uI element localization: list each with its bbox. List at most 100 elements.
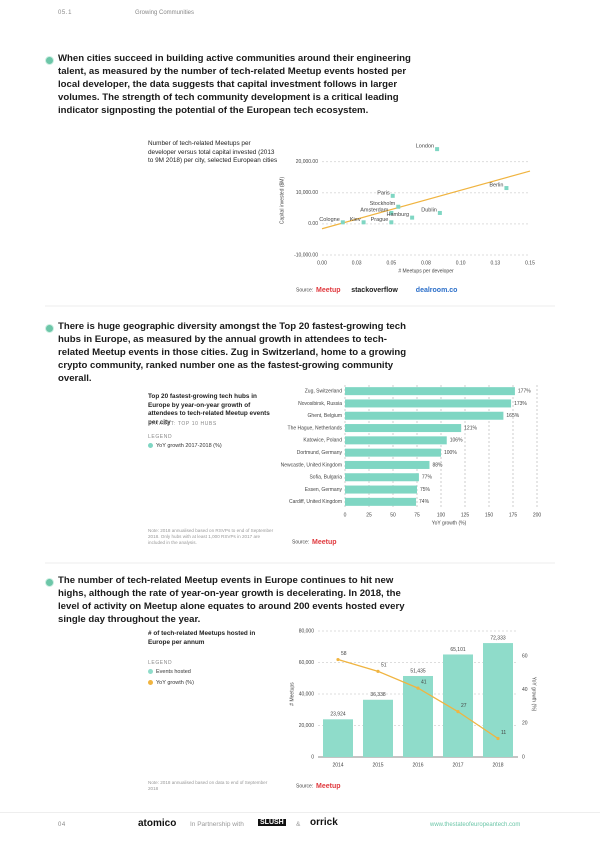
value-label: 65,101	[450, 647, 466, 653]
bar	[345, 460, 430, 469]
source-logo: Meetup	[316, 783, 341, 790]
partner-text: In Partnership with	[190, 821, 244, 828]
bullet	[45, 578, 54, 587]
dataset-label: DATASET: TOP 10 HUBS	[148, 421, 217, 427]
x-tick-label: 2018	[492, 762, 503, 768]
legend-label: YoY growth (%)	[156, 680, 194, 686]
y-tick-label: 10,000.00	[296, 190, 318, 196]
line-point	[456, 710, 460, 714]
line-value-label: 51	[381, 663, 387, 669]
point	[435, 147, 440, 152]
bar	[345, 436, 447, 445]
legend-label: YoY growth 2017-2018 (%)	[156, 443, 222, 449]
y-tick-label: 0.00	[308, 221, 318, 227]
value-label: 121%	[464, 425, 477, 431]
value-label: 106%	[450, 438, 463, 444]
section-number: 05.1	[58, 10, 73, 16]
x-tick-label: 0.10	[456, 260, 466, 266]
bar	[345, 473, 419, 482]
footer-rule	[0, 812, 600, 813]
line-point	[336, 657, 340, 662]
partner-logo: SLUSH	[258, 819, 286, 826]
y2-axis-title: YoY growth (%)	[531, 677, 537, 712]
bar	[345, 399, 512, 408]
legend-title: LEGEND	[148, 660, 173, 666]
bar	[345, 497, 417, 506]
y2-tick-label: 0	[522, 754, 525, 760]
x-tick-label: 150	[485, 512, 494, 518]
x-tick-label: 100	[437, 512, 446, 518]
value-label: 72,333	[490, 635, 506, 641]
point-label: Stockholm	[370, 201, 396, 207]
legend-swatch	[148, 669, 153, 675]
point	[361, 220, 366, 225]
x-axis-title: # Meetups per developer	[398, 268, 454, 274]
line-value-label: 58	[341, 651, 347, 657]
point	[396, 204, 401, 209]
legend-label: Events hosted	[156, 669, 191, 675]
value-label: 177%	[518, 388, 531, 394]
x-tick-label: 0.00	[317, 260, 327, 266]
x-tick-label: 25	[366, 512, 372, 518]
y-tick-label: 60,000	[299, 660, 315, 666]
x-tick-label: 2015	[372, 762, 383, 768]
x-tick-label: 0.05	[386, 260, 396, 266]
point-label: Dublin	[421, 207, 437, 213]
line-point	[496, 736, 500, 741]
bullet	[45, 324, 54, 333]
section-title: Growing Communities	[135, 10, 195, 16]
y-tick-label: Cardiff, United Kingdom	[289, 499, 342, 505]
value-label: 165%	[506, 413, 519, 419]
point	[410, 215, 415, 220]
source-label: Source:	[296, 287, 313, 293]
x-tick-label: 125	[461, 512, 470, 518]
value-label: 36,338	[370, 692, 386, 698]
y-tick-label: 80,000	[299, 628, 315, 634]
x-tick-label: 50	[390, 512, 396, 518]
note: Note: 2018 annualised based on RSVPs to …	[148, 528, 274, 545]
bar	[345, 411, 504, 420]
legend-item: YoY growth (%)	[148, 680, 194, 686]
value-label: 77%	[422, 475, 433, 481]
x-tick-label: 0	[344, 512, 347, 518]
bar	[345, 424, 462, 433]
point-label: London	[416, 144, 434, 150]
legend-item: YoY growth 2017-2018 (%)	[148, 443, 222, 449]
x-tick-label: 2017	[452, 762, 463, 768]
x-tick-label: 0.15	[525, 260, 535, 266]
y2-tick-label: 40	[522, 687, 528, 693]
footer-url: www.thestateofeuropeantech.com	[430, 822, 521, 828]
line-value-label: 11	[501, 730, 506, 736]
y-tick-label: Dortmund, Germany	[297, 450, 343, 456]
point	[437, 210, 442, 215]
paragraph: When cities succeed in building active c…	[58, 53, 411, 116]
point	[340, 220, 345, 225]
y-tick-label: 20,000.00	[296, 159, 318, 165]
note: Note: 2018 annualised based on data to e…	[148, 780, 268, 791]
point-label: Hamburg	[387, 212, 410, 218]
bar	[323, 719, 353, 757]
trend-line	[321, 170, 531, 230]
line-point	[416, 686, 420, 690]
y-tick-label: Newcastle, United Kingdom	[281, 462, 342, 468]
point-label: Kiev	[350, 217, 361, 223]
value-label: 88%	[432, 462, 443, 468]
point-label: Prague	[371, 217, 389, 223]
x-tick-label: 200	[533, 512, 542, 518]
x-tick-label: 0.13	[490, 260, 500, 266]
source-label: Source:	[296, 783, 313, 789]
legend-title: LEGEND	[148, 434, 173, 440]
point	[504, 186, 509, 191]
x-tick-label: 175	[509, 512, 518, 518]
y-tick-label: Sofia, Bulgaria	[309, 475, 342, 481]
line-point	[376, 669, 380, 673]
y2-tick-label: 60	[522, 654, 528, 660]
source-logo: stackoverflow	[351, 287, 398, 294]
point	[389, 210, 394, 215]
x-tick-label: 0.03	[352, 260, 362, 266]
y-axis-title: Capital invested ($M)	[279, 177, 285, 225]
value-label: 173%	[514, 401, 527, 407]
point-label: Cologne	[319, 217, 340, 223]
line-value-label: 41	[421, 679, 427, 685]
legend-swatch	[148, 443, 153, 449]
